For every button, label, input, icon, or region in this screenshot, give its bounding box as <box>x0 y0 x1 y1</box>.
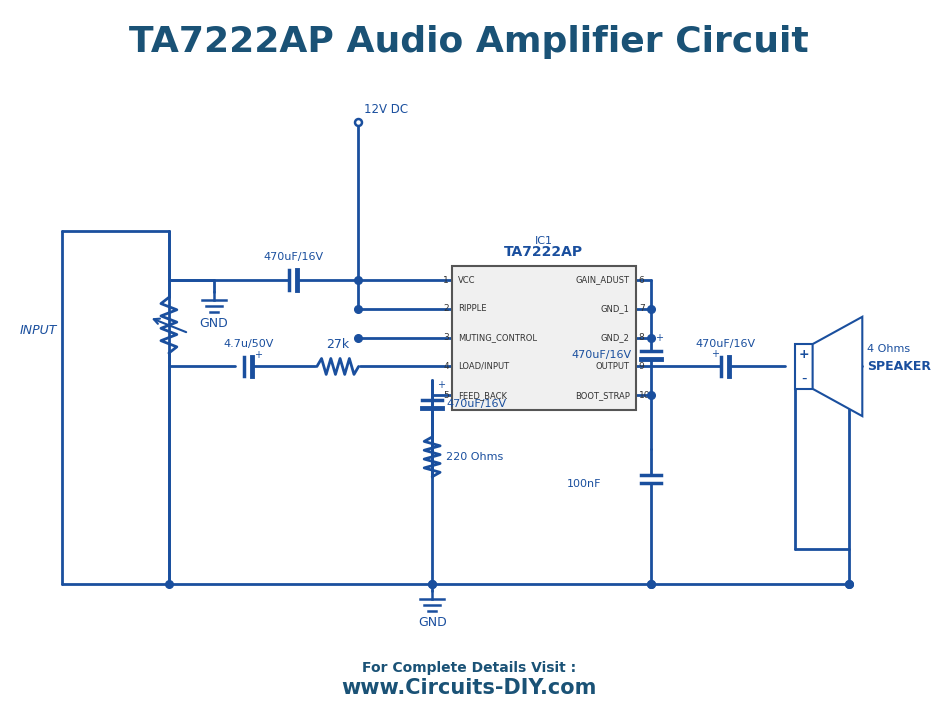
Text: 12V DC: 12V DC <box>363 103 407 116</box>
Text: 1: 1 <box>443 276 448 284</box>
Text: For Complete Details Visit :: For Complete Details Visit : <box>362 661 575 675</box>
Text: 3: 3 <box>443 333 448 342</box>
Text: BOOT_STRAP: BOOT_STRAP <box>574 391 629 400</box>
Text: 10: 10 <box>638 391 649 400</box>
Text: +: + <box>254 351 262 361</box>
Polygon shape <box>812 317 861 416</box>
Text: 470uF/16V: 470uF/16V <box>570 350 631 360</box>
Text: GND_1: GND_1 <box>600 305 629 313</box>
Text: 9: 9 <box>638 362 644 371</box>
Text: LOAD/INPUT: LOAD/INPUT <box>458 362 509 371</box>
Text: OUTPUT: OUTPUT <box>596 362 629 371</box>
Text: GND: GND <box>199 317 228 330</box>
Text: GAIN_ADUST: GAIN_ADUST <box>575 276 629 284</box>
Text: +: + <box>437 380 445 390</box>
Text: GND: GND <box>417 616 447 629</box>
Text: GND_2: GND_2 <box>600 333 629 342</box>
Text: +: + <box>654 333 662 343</box>
Text: MUTING_CONTROL: MUTING_CONTROL <box>458 333 536 342</box>
Text: 470uF/16V: 470uF/16V <box>695 338 754 348</box>
Text: 470uF/16V: 470uF/16V <box>262 252 323 262</box>
Text: TA7222AP Audio Amplifier Circuit: TA7222AP Audio Amplifier Circuit <box>129 25 808 59</box>
Text: 5: 5 <box>443 391 448 400</box>
Text: www.Circuits-DIY.com: www.Circuits-DIY.com <box>341 678 596 698</box>
Text: 4: 4 <box>443 362 448 371</box>
Text: 100nF: 100nF <box>566 480 600 489</box>
Text: 470uF/16V: 470uF/16V <box>446 399 506 409</box>
FancyBboxPatch shape <box>794 344 812 389</box>
Text: 6: 6 <box>638 276 644 284</box>
Text: TA7222AP: TA7222AP <box>504 245 582 258</box>
Text: 27k: 27k <box>326 338 349 351</box>
Text: IC1: IC1 <box>534 235 552 246</box>
Text: 4 Ohms: 4 Ohms <box>867 343 909 354</box>
Text: 4.7u/50V: 4.7u/50V <box>223 338 273 348</box>
Text: 7: 7 <box>638 305 644 313</box>
Text: SPEAKER: SPEAKER <box>867 360 930 373</box>
Text: 8: 8 <box>638 333 644 342</box>
Text: RIPPLE: RIPPLE <box>458 305 486 313</box>
Text: 220 Ohms: 220 Ohms <box>446 452 503 462</box>
Text: INPUT: INPUT <box>19 324 57 337</box>
FancyBboxPatch shape <box>451 266 635 410</box>
Text: FEED_BACK: FEED_BACK <box>458 391 506 400</box>
Text: +: + <box>798 348 808 361</box>
Text: 2: 2 <box>443 305 448 313</box>
Text: -: - <box>801 371 805 386</box>
Text: VCC: VCC <box>458 276 475 284</box>
Text: +: + <box>711 348 718 359</box>
